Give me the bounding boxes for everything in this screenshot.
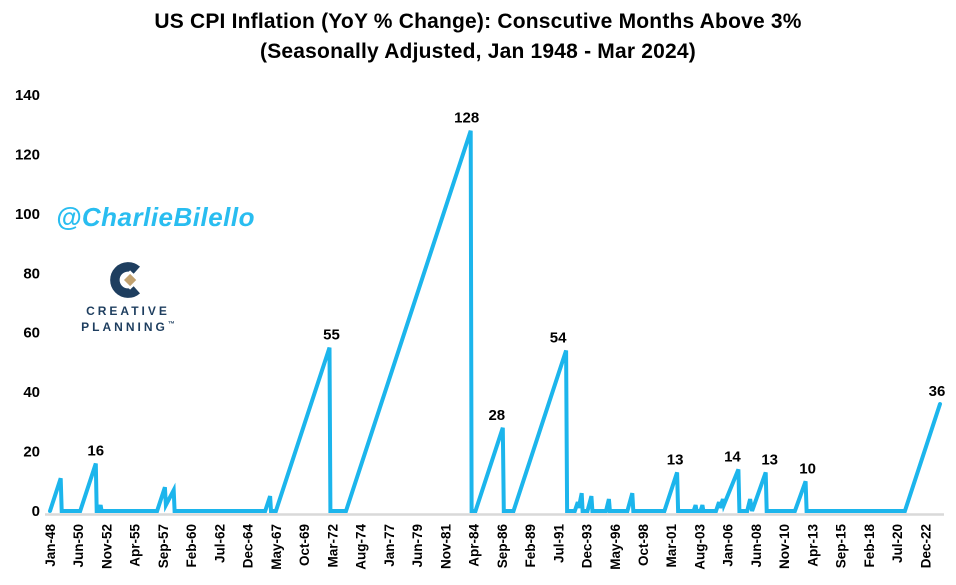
x-axis-tick-label: Mar-72 bbox=[325, 524, 340, 568]
y-axis-tick-label: 60 bbox=[23, 325, 40, 342]
x-axis-tick-label: Jan-77 bbox=[382, 524, 397, 567]
watermark-handle: @CharlieBilello bbox=[56, 202, 256, 232]
logo-wordmark-planning: PLANNING bbox=[81, 320, 168, 334]
x-axis-tick-label: Apr-55 bbox=[128, 524, 143, 567]
y-axis-tick-label: 120 bbox=[15, 146, 40, 163]
y-axis-tick-label: 140 bbox=[15, 87, 40, 104]
x-axis-tick-label: Jan-06 bbox=[721, 524, 736, 567]
x-axis-tick-label: Jun-79 bbox=[410, 524, 425, 568]
x-axis-tick-label: Jul-62 bbox=[212, 524, 227, 563]
x-axis-tick-label: Nov-81 bbox=[438, 524, 453, 570]
x-axis-tick-label: Aug-03 bbox=[692, 524, 707, 570]
x-axis-tick-label: Mar-01 bbox=[664, 524, 679, 568]
x-axis-tick-label: May-67 bbox=[269, 524, 284, 570]
x-axis-tick-label: Apr-13 bbox=[805, 524, 820, 567]
logo-wordmark-line2: PLANNING™ bbox=[72, 318, 184, 334]
chart-subtitle: (Seasonally Adjusted, Jan 1948 - Mar 202… bbox=[260, 40, 696, 63]
x-axis-tick-label: May-96 bbox=[608, 524, 623, 570]
y-axis-tick-label: 100 bbox=[15, 206, 40, 223]
chart-title: US CPI Inflation (YoY % Change): Conscut… bbox=[154, 10, 802, 33]
x-axis-tick-label: Oct-69 bbox=[297, 524, 312, 566]
data-label: 10 bbox=[799, 460, 816, 477]
data-label: 13 bbox=[761, 451, 778, 468]
logo-wordmark-line1: CREATIVE bbox=[86, 304, 170, 318]
x-axis-tick-label: Jun-50 bbox=[71, 524, 86, 568]
x-axis-tick-label: Jun-08 bbox=[749, 524, 764, 568]
creative-planning-logo-icon bbox=[110, 262, 140, 298]
x-axis-tick-label: Feb-60 bbox=[184, 524, 199, 568]
x-axis-tick-label: Sep-15 bbox=[834, 524, 849, 569]
data-label: 128 bbox=[454, 110, 479, 127]
x-axis-tick-label: Dec-93 bbox=[580, 524, 595, 569]
x-axis-tick-label: Sep-86 bbox=[495, 524, 510, 569]
data-label: 54 bbox=[550, 330, 567, 347]
x-axis-tick-label: Oct-98 bbox=[636, 524, 651, 567]
x-axis-tick-label: Feb-18 bbox=[862, 524, 877, 568]
series-line bbox=[48, 130, 942, 513]
x-axis-tick-label: Nov-10 bbox=[777, 524, 792, 569]
data-label: 55 bbox=[323, 327, 340, 344]
data-label: 28 bbox=[488, 407, 505, 424]
x-axis-tick-label: Sep-57 bbox=[156, 524, 171, 568]
y-axis-tick-label: 40 bbox=[23, 384, 40, 401]
y-axis-tick-label: 0 bbox=[32, 503, 40, 520]
x-axis-tick-label: Nov-52 bbox=[99, 524, 114, 569]
x-axis-tick-label: Dec-64 bbox=[241, 524, 256, 569]
logo-trademark-mark: ™ bbox=[167, 321, 175, 328]
data-label: 14 bbox=[724, 448, 741, 465]
x-axis-tick-label: Feb-89 bbox=[523, 524, 538, 568]
x-axis-tick-label: Jan-48 bbox=[43, 524, 58, 567]
x-axis-tick-label: Jul-91 bbox=[551, 524, 566, 564]
x-axis-tick-label: Apr-84 bbox=[467, 524, 482, 567]
y-axis-tick-label: 20 bbox=[23, 444, 40, 461]
data-label: 13 bbox=[667, 451, 684, 468]
x-axis-tick-label: Aug-74 bbox=[354, 524, 369, 570]
creative-planning-logo: CREATIVE PLANNING™ bbox=[72, 260, 184, 334]
x-axis-tick-label: Jul-20 bbox=[890, 524, 905, 563]
y-axis-tick-label: 80 bbox=[23, 265, 40, 282]
data-label: 36 bbox=[929, 383, 946, 400]
data-label: 16 bbox=[87, 442, 104, 459]
x-axis-tick-label: Dec-22 bbox=[918, 524, 933, 568]
